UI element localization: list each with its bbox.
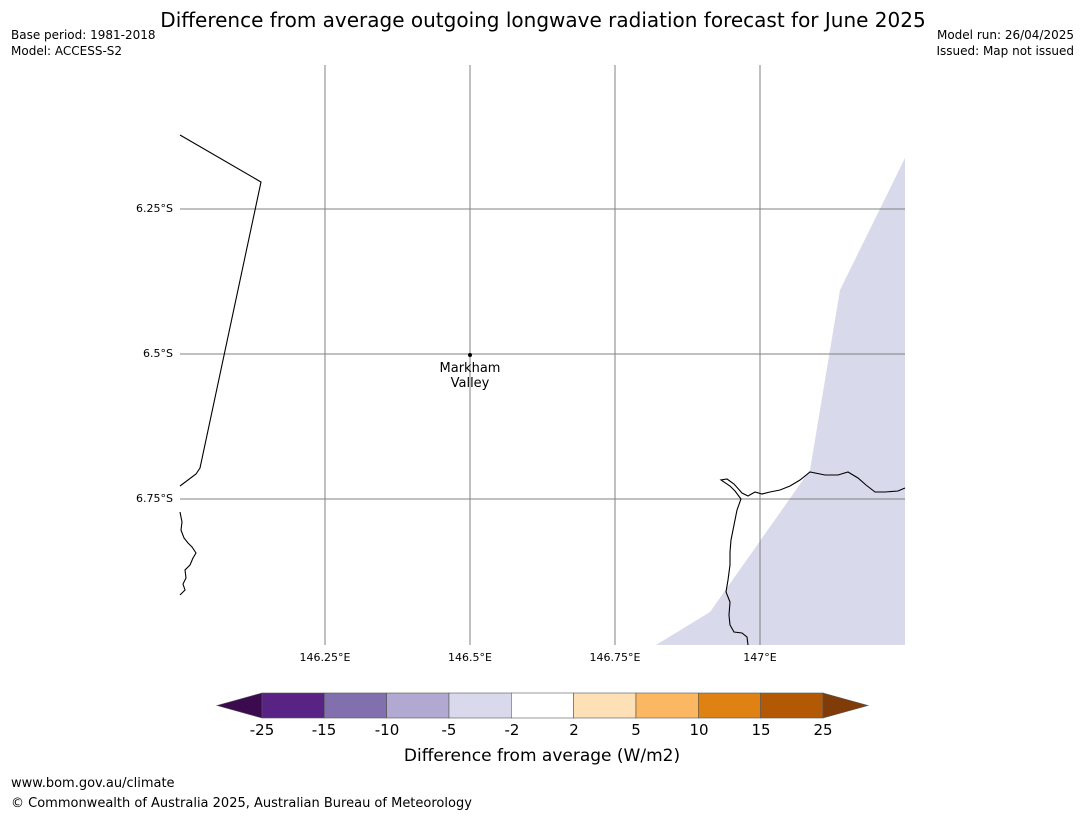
place-label: Markham Valley	[420, 361, 520, 391]
colorbar	[215, 692, 870, 719]
markham-valley-marker	[468, 353, 472, 357]
lon-label-146-5: 146.5°E	[448, 651, 492, 664]
colorbar-extend-high	[822, 692, 870, 719]
colorbar-tick: -5	[441, 721, 457, 739]
meta-right: Model run: 26/04/2025 Issued: Map not is…	[936, 27, 1074, 59]
model-run-text: Model run: 26/04/2025	[936, 28, 1074, 42]
colorbar-tick: 15	[751, 721, 771, 739]
colorbar-swatch	[510, 692, 574, 719]
colorbar-swatch	[573, 692, 637, 719]
lat-label-6-25: 6.25°S	[136, 202, 173, 215]
coast-east	[719, 471, 906, 646]
map-title: Difference from average outgoing longwav…	[160, 8, 926, 32]
footer-copyright: © Commonwealth of Australia 2025, Austra…	[11, 796, 472, 811]
coast-west	[179, 511, 197, 596]
colorbar-tick: -2	[504, 721, 520, 739]
colorbar-swatch	[448, 692, 512, 719]
colorbar-tick: -25	[249, 721, 275, 739]
issued-text: Issued: Map not issued	[936, 44, 1074, 58]
colorbar-tick: 5	[631, 721, 641, 739]
colorbar-tick: 10	[689, 721, 709, 739]
base-period-text: Base period: 1981-2018	[11, 28, 156, 42]
colorbar-swatch	[760, 692, 824, 719]
colorbar-swatch	[386, 692, 450, 719]
place-name-line2: Valley	[450, 376, 490, 391]
colorbar-swatch	[697, 692, 761, 719]
lat-label-6-5: 6.5°S	[143, 347, 173, 360]
footer-url: www.bom.gov.au/climate	[11, 776, 175, 791]
lon-label-146-25: 146.25°E	[299, 651, 351, 664]
meta-left: Base period: 1981-2018 Model: ACCESS-S2	[11, 27, 156, 59]
colorbar-swatch	[323, 692, 387, 719]
model-text: Model: ACCESS-S2	[11, 44, 123, 58]
colorbar-swatch	[261, 692, 325, 719]
lon-label-147: 147°E	[743, 651, 777, 664]
colorbar-tick: 2	[569, 721, 579, 739]
colorbar-extend-low	[215, 692, 263, 719]
border-line	[179, 134, 262, 487]
colorbar-tick: 25	[813, 721, 833, 739]
colorbar-tick: -15	[311, 721, 337, 739]
colorbar-swatch	[635, 692, 699, 719]
lon-label-146-75: 146.75°E	[589, 651, 641, 664]
colorbar-tick: -10	[374, 721, 400, 739]
lat-label-6-75: 6.75°S	[136, 492, 173, 505]
anomaly-region	[656, 158, 905, 645]
place-name-line1: Markham	[439, 361, 501, 376]
graticule	[180, 65, 905, 645]
coastlines	[179, 134, 906, 646]
colorbar-label: Difference from average (W/m2)	[403, 746, 681, 766]
